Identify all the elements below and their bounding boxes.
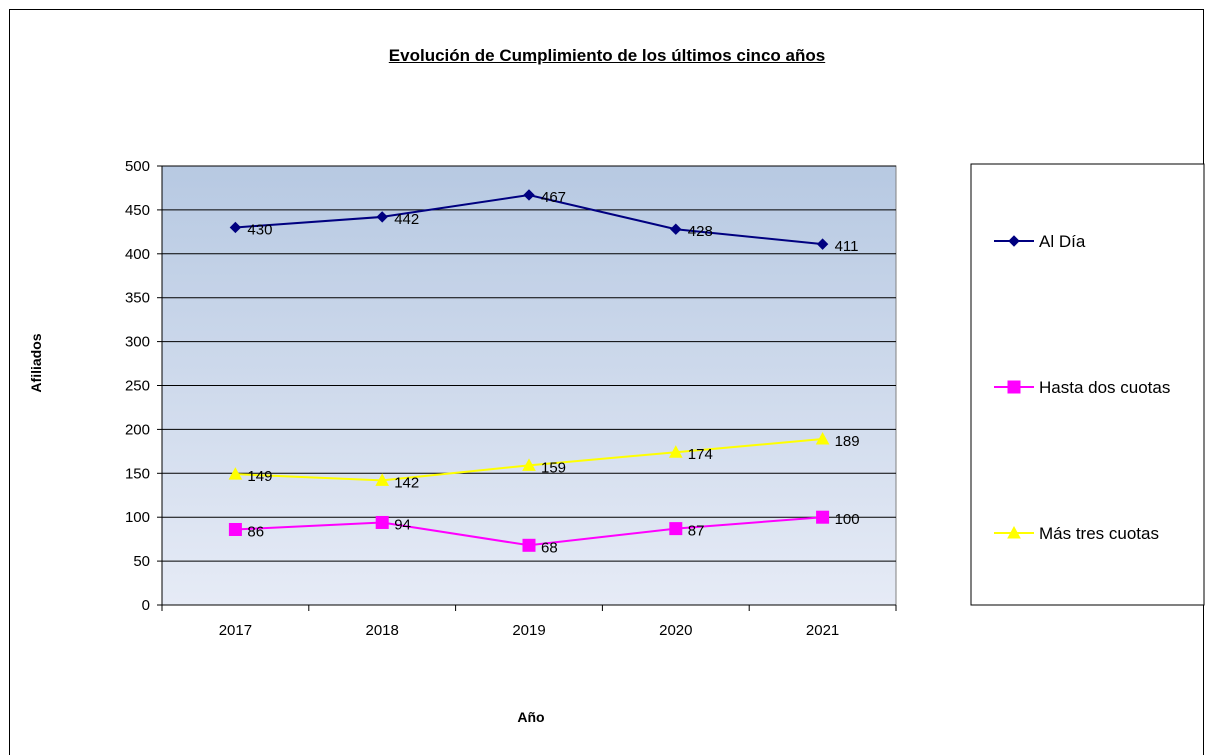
data-label-hasta-dos-cuotas: 100 [835,511,860,528]
data-point-hasta-dos-cuotas [669,522,683,536]
data-label-al-dia: 411 [835,238,859,255]
data-point-hasta-dos-cuotas [522,538,536,552]
y-tick-label: 100 [125,509,150,526]
y-tick-label: 300 [125,334,150,351]
data-label-al-dia: 467 [541,189,566,206]
y-tick-label: 200 [125,421,150,438]
y-tick-label: 400 [125,246,150,263]
data-point-hasta-dos-cuotas [228,522,242,536]
y-tick-label: 500 [125,158,150,175]
data-point-mas-tres-cuotas [815,432,830,445]
legend-label-hasta-dos-cuotas: Hasta dos cuotas [1039,378,1170,397]
data-label-hasta-dos-cuotas: 68 [541,539,558,556]
data-label-mas-tres-cuotas: 159 [541,459,566,476]
data-label-al-dia: 430 [247,221,272,238]
data-point-al-dia [816,238,829,250]
data-label-mas-tres-cuotas: 149 [247,468,272,485]
data-label-al-dia: 442 [394,211,419,228]
data-label-hasta-dos-cuotas: 94 [394,516,411,533]
data-label-hasta-dos-cuotas: 86 [247,523,264,540]
y-tick-label: 250 [125,378,150,395]
data-label-mas-tres-cuotas: 142 [394,474,419,491]
legend-label-mas-tres-cuotas: Más tres cuotas [1039,524,1159,543]
x-tick-label: 2017 [219,622,252,639]
data-point-mas-tres-cuotas [522,458,536,471]
data-point-hasta-dos-cuotas [816,510,830,524]
data-point-al-dia [523,189,535,201]
data-point-mas-tres-cuotas [668,445,683,458]
data-label-hasta-dos-cuotas: 87 [688,523,705,540]
data-point-al-dia [376,211,388,223]
data-point-al-dia [229,221,242,234]
data-point-mas-tres-cuotas [375,473,390,486]
x-tick-label: 2020 [659,622,692,639]
legend-box [970,163,1205,606]
legend-marker-hasta-dos-cuotas [1007,380,1021,394]
chart-title: Evolución de Cumplimiento de los últimos… [388,46,826,65]
x-axis-title: Año [517,709,545,725]
legend-marker-al-dia [1008,235,1020,247]
y-tick-label: 150 [125,465,150,482]
data-label-mas-tres-cuotas: 189 [835,433,860,450]
data-label-al-dia: 428 [688,223,713,240]
data-point-mas-tres-cuotas [228,467,243,480]
y-tick-label: 350 [125,290,150,307]
x-tick-label: 2019 [512,622,545,639]
data-label-mas-tres-cuotas: 174 [688,446,713,463]
data-point-al-dia [670,223,682,235]
y-tick-label: 50 [133,553,150,570]
x-tick-label: 2018 [366,622,399,639]
legend-label-al-dia: Al Día [1039,232,1086,251]
y-tick-label: 450 [125,202,150,219]
data-point-hasta-dos-cuotas [375,515,389,529]
x-tick-label: 2021 [806,622,839,639]
y-tick-label: 0 [142,597,150,614]
legend-marker-mas-tres-cuotas [1007,525,1021,539]
